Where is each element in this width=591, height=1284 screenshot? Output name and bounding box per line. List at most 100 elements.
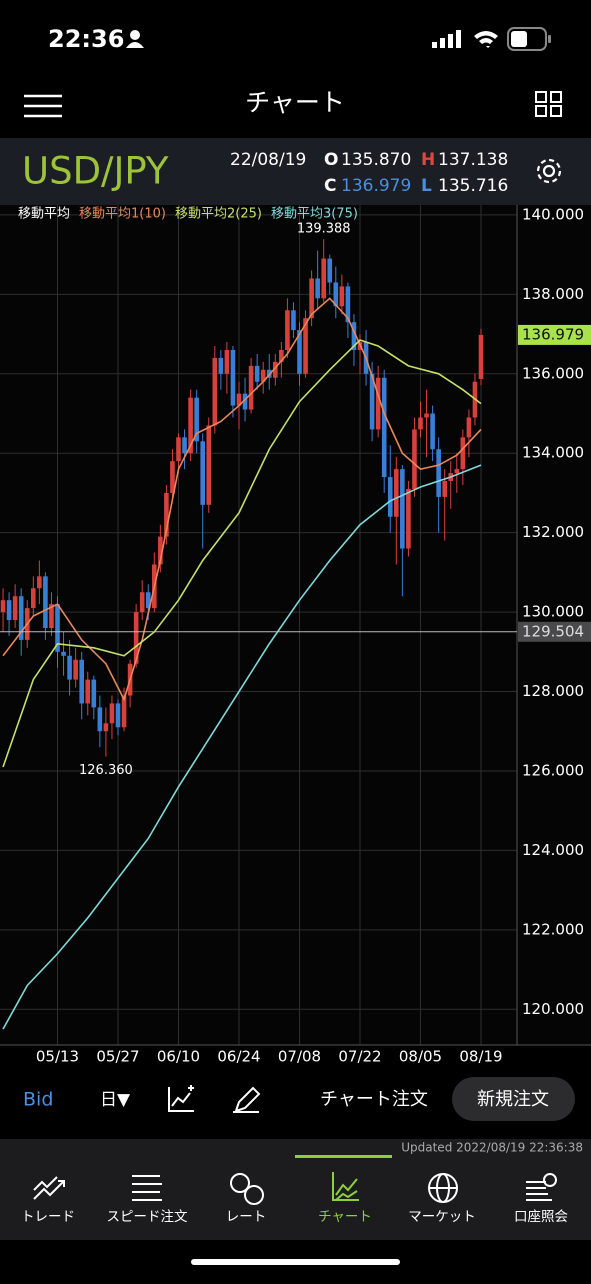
x-tick-label: 07/08 xyxy=(278,1048,321,1066)
y-tick-label: 120.000 xyxy=(522,1000,584,1018)
new-order-button[interactable] xyxy=(452,1077,575,1121)
settings-button[interactable] xyxy=(536,158,562,184)
status-time: 22:36 xyxy=(48,25,124,53)
low-label: 126.360 xyxy=(79,763,133,778)
candle-body xyxy=(31,588,36,609)
candle-body xyxy=(381,377,387,478)
candle-body xyxy=(218,357,224,374)
high-label: H xyxy=(421,150,435,170)
tab-label[interactable]: チャート xyxy=(318,1209,372,1225)
candle-body xyxy=(139,592,145,613)
candle-body xyxy=(121,695,127,728)
candle-body xyxy=(339,286,345,307)
candle-body xyxy=(103,723,109,732)
close-label: C xyxy=(324,176,336,196)
price-marker xyxy=(518,324,591,345)
x-tick-label: 06/24 xyxy=(217,1048,260,1066)
tab-label[interactable]: マーケット xyxy=(408,1209,476,1225)
candle-body xyxy=(164,492,169,537)
high-value: 137.138 xyxy=(438,150,508,170)
candle-body xyxy=(291,310,296,331)
x-tick-label: 05/27 xyxy=(96,1048,139,1066)
new-order-label[interactable]: 新規注文 xyxy=(477,1089,549,1110)
x-tick-label: 08/19 xyxy=(459,1048,502,1066)
y-tick-label: 140.000 xyxy=(522,205,584,223)
candle-body xyxy=(248,365,254,410)
y-tick-label: 124.000 xyxy=(522,841,584,859)
candle-body xyxy=(442,481,447,497)
candle-body xyxy=(454,469,460,474)
quote-date: 22/08/19 xyxy=(230,150,306,170)
candle-body xyxy=(97,707,103,732)
tab-label[interactable]: トレード xyxy=(21,1209,75,1225)
close-value: 136.979 xyxy=(341,176,411,196)
status-icons xyxy=(126,27,551,51)
candle-body xyxy=(91,679,97,708)
candle-body xyxy=(158,536,163,565)
candle-body xyxy=(212,357,218,426)
menu-button[interactable] xyxy=(24,94,62,118)
low-value: 135.716 xyxy=(438,176,508,196)
x-tick-label: 06/10 xyxy=(157,1048,200,1066)
candle-body xyxy=(43,576,48,628)
ma-line xyxy=(2,339,482,768)
x-tick-label: 08/05 xyxy=(399,1048,442,1066)
candle-body xyxy=(0,600,6,613)
y-tick-label: 128.000 xyxy=(522,682,584,700)
y-tick-label: 136.000 xyxy=(522,364,584,382)
y-tick-label: 122.000 xyxy=(522,920,584,938)
candle-body xyxy=(73,659,78,680)
x-tick-label: 05/13 xyxy=(36,1048,79,1066)
candle-body xyxy=(109,703,115,724)
candle-body xyxy=(309,278,314,319)
indicator-button[interactable] xyxy=(168,1085,194,1112)
candle-body xyxy=(375,377,381,430)
ma-line xyxy=(2,297,482,702)
candle-body xyxy=(297,330,302,374)
chart-order-button[interactable]: チャート注文 xyxy=(320,1089,428,1110)
candle-body xyxy=(351,322,357,350)
candle-body xyxy=(279,349,284,362)
legend-entry: 移動平均2(25) xyxy=(175,207,262,222)
candle-body xyxy=(315,278,320,299)
candle-body xyxy=(67,655,72,680)
low-label: L xyxy=(421,176,432,196)
legend-entry: 移動平均1(10) xyxy=(79,207,166,222)
tab-label[interactable]: 口座照会 xyxy=(514,1209,568,1225)
price-marker xyxy=(518,621,591,642)
y-tick-label: 126.000 xyxy=(522,761,584,779)
open-label: O xyxy=(324,150,338,170)
candle-body xyxy=(418,417,423,430)
candle-body xyxy=(115,703,121,728)
pair[interactable]: USD/JPY xyxy=(22,150,169,193)
tab-label[interactable]: スピード注文 xyxy=(107,1209,188,1225)
y-tick-label: 132.000 xyxy=(522,523,584,541)
candle-body xyxy=(176,437,181,462)
candle-body xyxy=(333,282,339,307)
price-marker-label: 129.504 xyxy=(522,622,584,640)
draw-button[interactable] xyxy=(233,1086,261,1113)
candle-body xyxy=(55,604,60,652)
tab-label[interactable]: レート xyxy=(226,1209,267,1225)
y-tick-label: 130.000 xyxy=(522,603,584,621)
layout-button[interactable] xyxy=(535,91,562,117)
open-value: 135.870 xyxy=(341,150,411,170)
candle-body xyxy=(260,369,266,382)
candle-body xyxy=(224,349,230,374)
candle-body xyxy=(85,679,91,704)
candle-body xyxy=(285,310,290,350)
period-select[interactable]: 日▼ xyxy=(100,1090,131,1110)
candle-body xyxy=(369,373,375,430)
ma-line xyxy=(2,464,482,1030)
candle-body xyxy=(327,258,333,283)
candle-body xyxy=(303,318,308,374)
x-tick-label: 07/22 xyxy=(338,1048,381,1066)
bid-toggle[interactable]: Bid xyxy=(23,1089,53,1111)
candle-body xyxy=(194,397,199,442)
candle-body xyxy=(236,393,242,406)
candle-body xyxy=(424,413,429,418)
candle-body xyxy=(79,659,84,704)
header-title: チャート xyxy=(245,88,345,117)
candle-body xyxy=(412,429,417,489)
chart: 120.000 122.000 124.000 126.000 128.000 130.0… xyxy=(0,205,591,1066)
